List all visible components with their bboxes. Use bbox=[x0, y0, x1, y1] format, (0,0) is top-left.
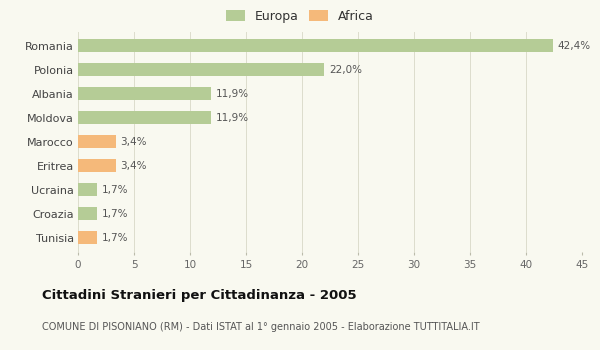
Bar bbox=[78, 39, 553, 52]
Bar bbox=[78, 87, 211, 100]
Text: 22,0%: 22,0% bbox=[329, 65, 362, 75]
Bar bbox=[78, 135, 116, 148]
Bar bbox=[78, 207, 97, 220]
Text: 3,4%: 3,4% bbox=[121, 161, 147, 171]
Bar bbox=[78, 231, 97, 244]
Text: 1,7%: 1,7% bbox=[101, 185, 128, 195]
Text: 11,9%: 11,9% bbox=[216, 113, 249, 123]
Bar bbox=[78, 111, 211, 124]
Bar bbox=[78, 183, 97, 196]
Bar bbox=[78, 159, 116, 172]
Legend: Europa, Africa: Europa, Africa bbox=[223, 6, 377, 27]
Text: 1,7%: 1,7% bbox=[101, 233, 128, 243]
Text: Cittadini Stranieri per Cittadinanza - 2005: Cittadini Stranieri per Cittadinanza - 2… bbox=[42, 289, 356, 302]
Text: 1,7%: 1,7% bbox=[101, 209, 128, 219]
Text: 42,4%: 42,4% bbox=[557, 41, 590, 51]
Bar bbox=[78, 63, 325, 76]
Text: 3,4%: 3,4% bbox=[121, 137, 147, 147]
Text: 11,9%: 11,9% bbox=[216, 89, 249, 99]
Text: COMUNE DI PISONIANO (RM) - Dati ISTAT al 1° gennaio 2005 - Elaborazione TUTTITAL: COMUNE DI PISONIANO (RM) - Dati ISTAT al… bbox=[42, 322, 479, 332]
